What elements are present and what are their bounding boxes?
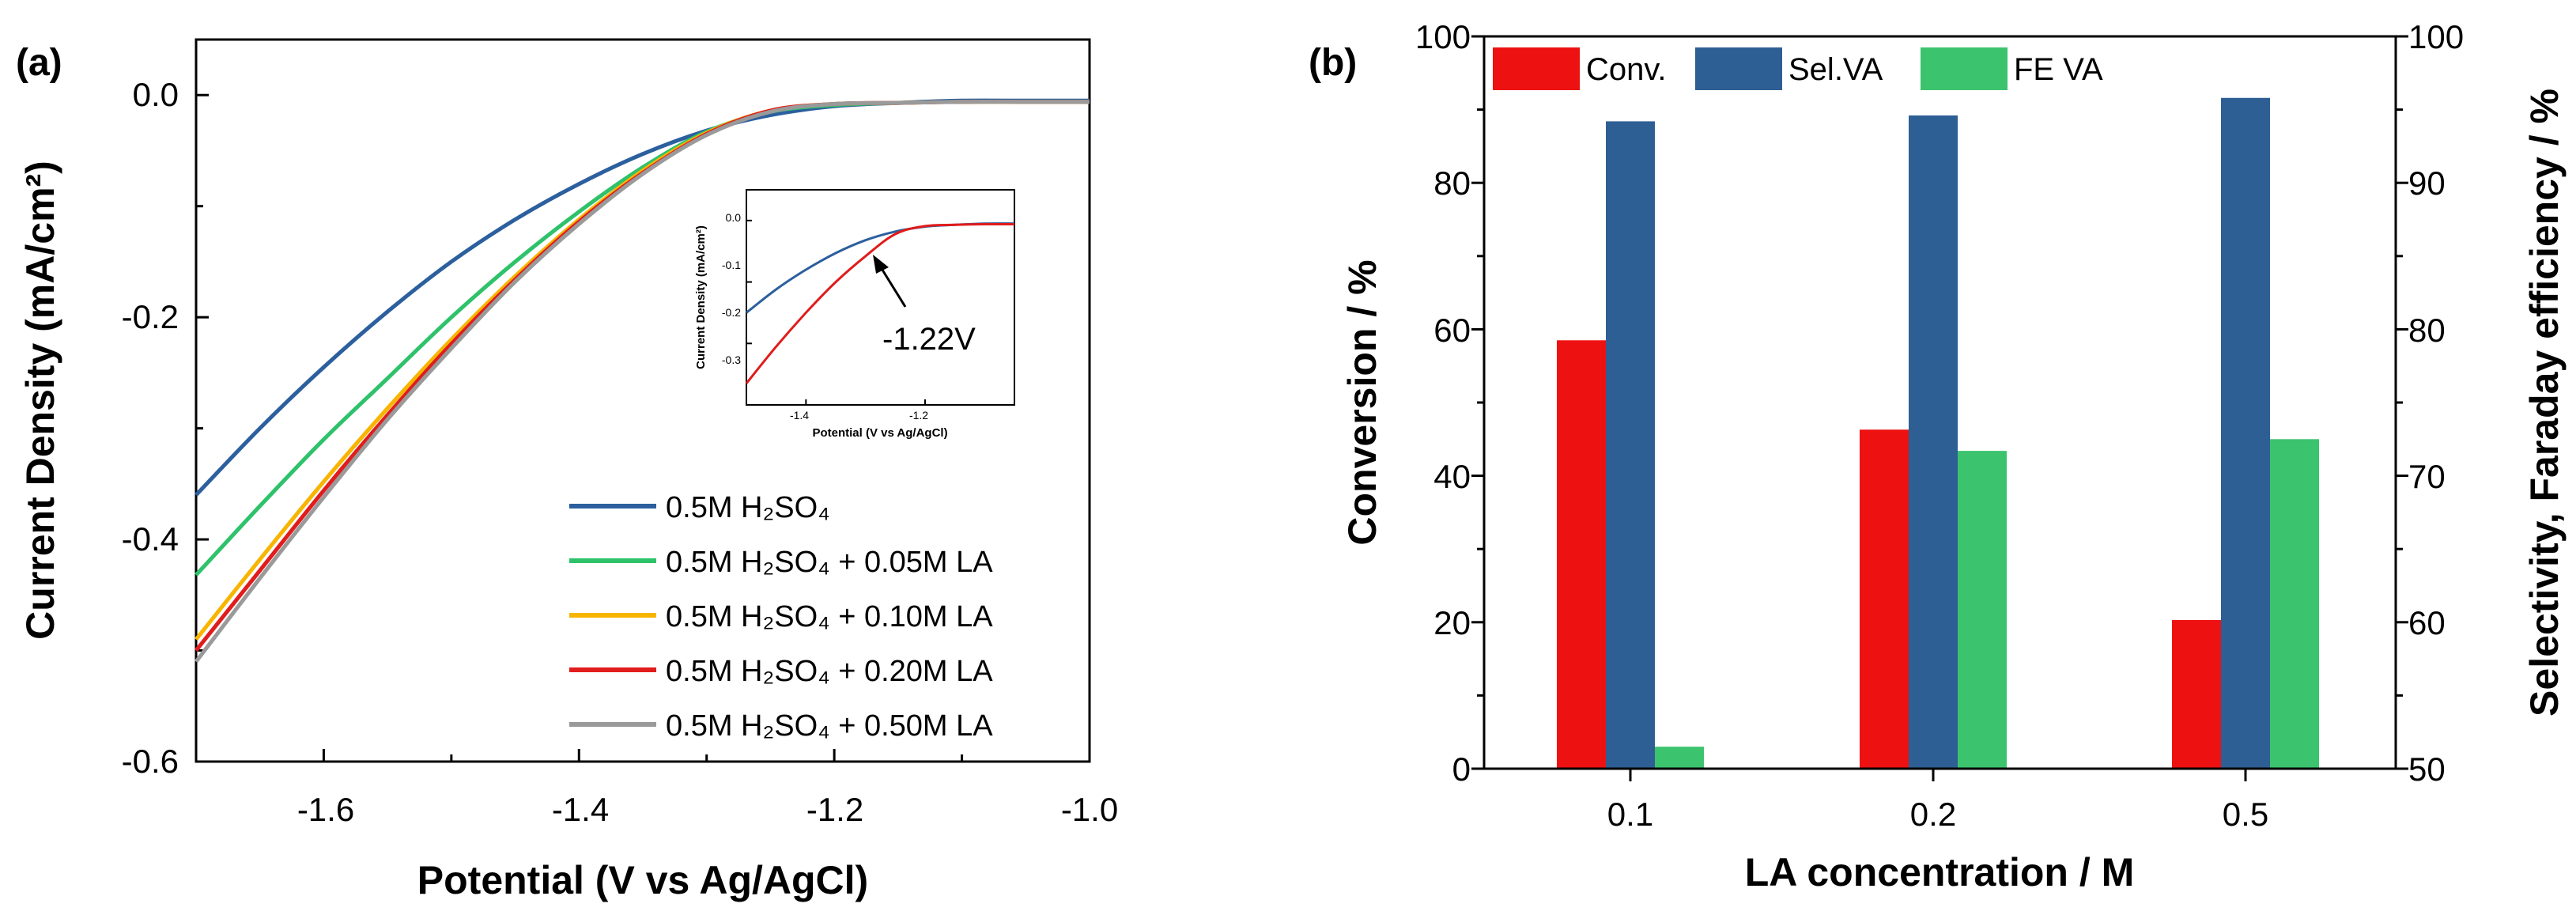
inset-y-axis-title: Current Density (mA/cm²) — [694, 225, 708, 369]
inset-ytick-label: -0.2 — [722, 306, 741, 319]
panel-a-ticks — [195, 93, 1091, 763]
panel-b-xtick-label: 0.5 — [2223, 796, 2268, 833]
panel-b-left-ytick-label: 80 — [1433, 164, 1471, 202]
panel-b-left-ytick-label: 20 — [1433, 604, 1471, 641]
panel-b-right-ytick-label: 60 — [2408, 604, 2446, 641]
legend-label-005-la: 0.5M H₂SO₄ + 0.05M LA — [666, 546, 993, 579]
legend-swatch-sel-va — [1695, 47, 1782, 90]
inset-ticks — [746, 219, 926, 406]
panel-b-xtick-label: 0.2 — [1910, 796, 1956, 833]
panel-a-y-axis-title: Current Density (mA/cm²) — [18, 161, 62, 640]
panel-b-x-axis-title: LA concentration / M — [1745, 850, 2135, 894]
legend-label-conv: Conv. — [1586, 52, 1667, 87]
panel-a-x-axis-title: Potential (V vs Ag/AgCl) — [417, 858, 868, 902]
panel-b-left-ytick-label: 40 — [1433, 458, 1471, 495]
panel-b-left-ytick-label: 0 — [1452, 751, 1471, 788]
inset-curves — [745, 222, 1015, 384]
inset-x-axis-title: Potential (V vs Ag/AgCl) — [812, 426, 947, 440]
panel-a-ytick-label: 0.0 — [133, 76, 179, 113]
inset-plot-frame — [746, 189, 1015, 406]
inset-curve-0-5m-h-so-0-20m-la — [745, 222, 1015, 384]
legend-swatch-conv — [1493, 47, 1580, 90]
curve-0-5m-h-so-0-50m-la — [195, 100, 1090, 664]
inset-ytick-label: -0.1 — [722, 259, 741, 271]
panel-a-xtick-label: -1.0 — [1061, 791, 1118, 828]
inset-chart: -1.4 -1.2 0.0 -0.1 -0.2 -0.3 Potential (… — [694, 187, 1016, 440]
legend-swatch-fe-va — [1921, 47, 2008, 90]
panel-b-right-axis-title: Selectivity, Faraday efficiency / % — [2522, 89, 2567, 716]
panel-a-plot-frame — [195, 38, 1091, 763]
bar-fe-va-0-5 — [2270, 439, 2319, 769]
panel-b-xtick-label: 0.1 — [1607, 796, 1653, 833]
inset-xtick-label: -1.4 — [790, 409, 809, 422]
panel-b-right-ytick-label: 90 — [2408, 164, 2446, 202]
bar-sel-va-0-5 — [2221, 97, 2270, 769]
inset-arrow-head — [873, 255, 889, 274]
inset-background — [696, 187, 1016, 404]
panel-b-right-ytick-label: 70 — [2408, 458, 2446, 495]
inset-ytick-label: 0.0 — [726, 211, 742, 224]
panel-b-right-ytick-label: 50 — [2408, 751, 2446, 788]
inset-annotation: -1.22V — [882, 322, 976, 357]
inset-xtick-label: -1.2 — [909, 409, 928, 422]
panel-b-left-ytick-label: 100 — [1415, 18, 1471, 55]
panel-b-bars — [1557, 97, 2319, 769]
panel-a-legend: 0.5M H₂SO₄ 0.5M H₂SO₄ + 0.05M LA 0.5M H₂… — [569, 491, 993, 743]
bar-fe-va-0-1 — [1655, 747, 1704, 769]
panel-a-xtick-label: -1.4 — [552, 791, 609, 828]
inset-ytick-label: -0.3 — [722, 354, 741, 366]
panel-b-right-ytick-label: 100 — [2408, 18, 2464, 55]
panel-b-left-axis-title: Conversion / % — [1340, 259, 1384, 545]
panel-b-ticks — [1471, 35, 2408, 781]
panel-b-left-ytick-label: 60 — [1433, 312, 1471, 349]
panel-a-ytick-label: -0.4 — [122, 520, 179, 558]
panel-a-xtick-label: -1.2 — [806, 791, 863, 828]
bar-sel-va-0-2 — [1909, 115, 1958, 769]
panel-b-legend: Conv. Sel.VA FE VA — [1493, 47, 2103, 90]
panel-b-right-ytick-label: 80 — [2408, 312, 2446, 349]
panel-a-ytick-label: -0.2 — [122, 298, 179, 335]
legend-label-h2so4: 0.5M H₂SO₄ — [666, 491, 830, 524]
panel-a-xtick-label: -1.6 — [297, 791, 354, 828]
inset-arrow-shaft — [879, 267, 907, 308]
bar-conv-0-2 — [1860, 429, 1909, 769]
panel-a-ytick-label: -0.6 — [122, 743, 179, 780]
bar-sel-va-0-1 — [1606, 121, 1655, 769]
legend-label-020-la: 0.5M H₂SO₄ + 0.20M LA — [666, 655, 993, 688]
legend-label-fe-va: FE VA — [2014, 52, 2103, 87]
panel-a-label: (a) — [16, 42, 62, 84]
panel-b-label: (b) — [1309, 42, 1357, 84]
bar-conv-0-5 — [2172, 620, 2221, 769]
legend-label-010-la: 0.5M H₂SO₄ + 0.10M LA — [666, 600, 993, 633]
legend-label-050-la: 0.5M H₂SO₄ + 0.50M LA — [666, 709, 993, 743]
panel-a: (a) -1.6 -1.4 -1.2 -1.0 0.0 -0.2 -0.4 -0… — [16, 38, 1118, 902]
panel-a-curves — [195, 98, 1090, 664]
bar-fe-va-0-2 — [1958, 451, 2007, 769]
panel-b: (b) 0 20 40 60 80 100 50 60 70 80 90 100… — [1309, 18, 2567, 894]
legend-label-sel-va: Sel.VA — [1788, 52, 1883, 87]
bar-conv-0-1 — [1557, 340, 1606, 769]
